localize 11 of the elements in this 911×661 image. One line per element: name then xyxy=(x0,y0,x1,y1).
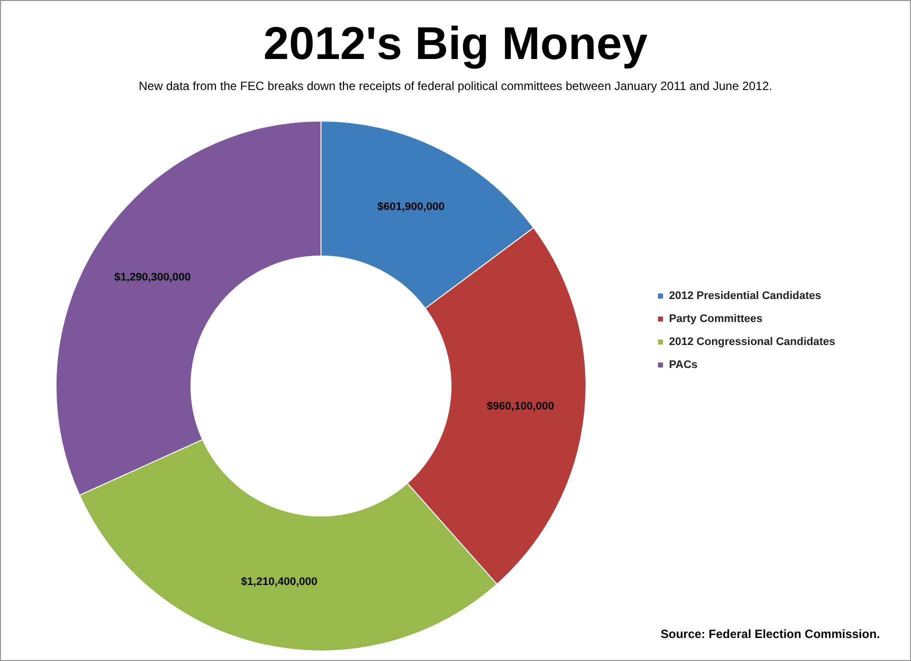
legend-label: 2012 Congressional Candidates xyxy=(669,336,836,348)
legend-label: 2012 Presidential Candidates xyxy=(669,290,822,302)
chart-subtitle: New data from the FEC breaks down the receipts of federal political committees between January 2011 and June 2012. xyxy=(138,79,772,93)
legend-label: Party Committees xyxy=(669,313,763,325)
data-label: $1,210,400,000 xyxy=(240,576,318,588)
data-label: $601,900,000 xyxy=(377,200,445,213)
chart-title: 2012's Big Money xyxy=(263,17,648,69)
data-label: $960,100,000 xyxy=(486,400,554,413)
legend-label: PACs xyxy=(669,359,698,371)
source-note: Source: Federal Election Commission. xyxy=(660,627,880,641)
data-label: $1,290,300,000 xyxy=(114,271,191,284)
